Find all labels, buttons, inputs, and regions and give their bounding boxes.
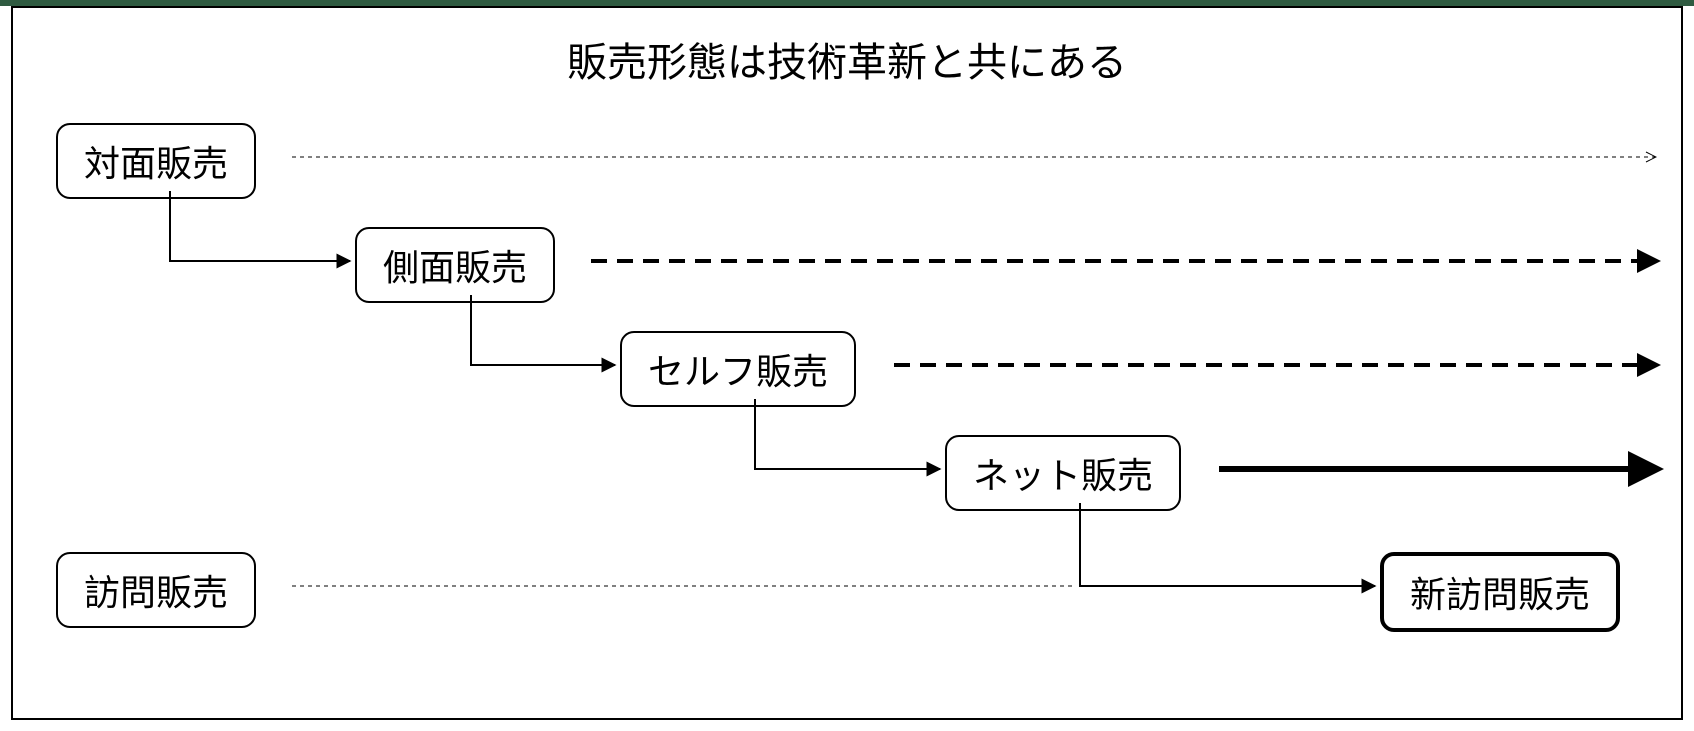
diagram-page: 販売形態は技術革新と共にある 対面販売 側面販売 セルフ販売 ネット販売 訪問販… <box>0 0 1694 731</box>
diagram-title: 販売形態は技術革新と共にある <box>0 30 1694 88</box>
node-houmon: 訪問販売 <box>56 552 256 628</box>
node-self: セルフ販売 <box>620 331 856 407</box>
node-sokumen: 側面販売 <box>355 227 555 303</box>
node-taimen: 対面販売 <box>56 123 256 199</box>
node-shinhoumon: 新訪問販売 <box>1380 552 1620 632</box>
node-net: ネット販売 <box>945 435 1181 511</box>
